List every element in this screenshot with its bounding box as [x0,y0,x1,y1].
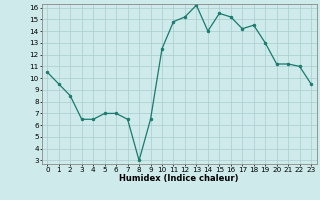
X-axis label: Humidex (Indice chaleur): Humidex (Indice chaleur) [119,174,239,183]
